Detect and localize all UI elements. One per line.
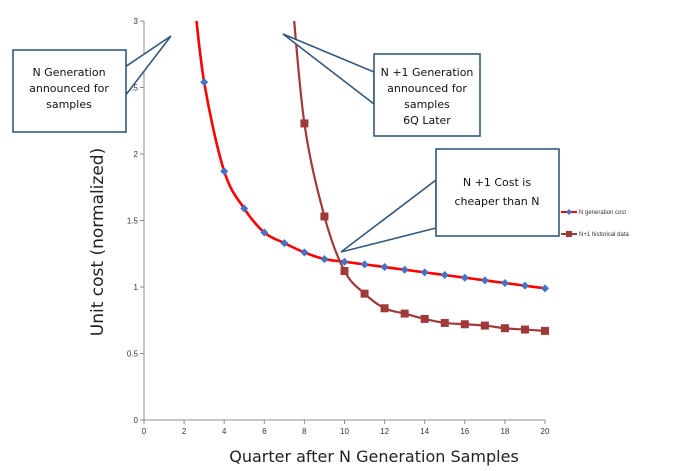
axes xyxy=(140,20,546,424)
legend-item-1: N generation cost xyxy=(561,209,626,216)
callout-text-line: 6Q Later xyxy=(403,114,451,127)
n-generation-point xyxy=(380,263,389,272)
n-generation-point xyxy=(360,260,369,269)
x-tick-label: 20 xyxy=(541,427,550,436)
callout-text-line: N +1 Cost is xyxy=(463,176,531,189)
n-generation-point xyxy=(400,265,409,274)
y-tick-label: 0 xyxy=(134,416,139,425)
n1-historical-point xyxy=(420,314,429,323)
callout-box-1: N Generation announced for samples xyxy=(12,35,172,133)
n-generation-point xyxy=(460,273,469,282)
callout-text-line: cheaper than N xyxy=(454,195,539,208)
callout-text-line: N +1 Generation xyxy=(381,66,474,79)
y-tick-label: 3 xyxy=(134,17,139,26)
y-tick-label: 2 xyxy=(134,150,139,159)
y-tick-label: 2.5 xyxy=(127,84,139,93)
callout-text-line: samples xyxy=(46,98,92,111)
n-generation-point xyxy=(300,248,309,257)
n1-historical-point xyxy=(440,318,449,327)
n-generation-point xyxy=(220,167,229,176)
n1-historical-point xyxy=(480,321,489,330)
x-tick-label: 4 xyxy=(222,427,227,436)
legend-label: N generation cost xyxy=(579,210,626,216)
n1-historical-point xyxy=(300,119,309,128)
n-generation-point xyxy=(500,279,509,288)
legend-item-2: N+1 historical data xyxy=(561,231,630,238)
legend: N generation cost N+1 historical data xyxy=(561,209,630,238)
n-generation-point xyxy=(200,78,209,87)
callout-pointer xyxy=(282,33,375,106)
x-tick-label: 8 xyxy=(302,427,307,436)
callout-text-line: N Generation xyxy=(32,66,105,79)
x-axis-title: Quarter after N Generation Samples xyxy=(229,447,519,466)
n-generation-point xyxy=(340,257,349,266)
legend-marker xyxy=(566,209,572,215)
n-generation-point xyxy=(240,204,249,213)
x-tick-label: 14 xyxy=(420,427,429,436)
callout-text-line: samples xyxy=(404,98,450,111)
n-generation-point xyxy=(480,276,489,285)
n1-historical-point xyxy=(380,304,389,313)
n-generation-point xyxy=(440,271,449,280)
x-tick-label: 2 xyxy=(182,427,187,436)
callout-box-3: N +1 Cost is cheaper than N xyxy=(340,148,560,253)
n1-historical-point xyxy=(520,325,529,334)
legend-marker xyxy=(566,231,572,237)
n-generation-point xyxy=(541,284,549,293)
y-tick-label: 1.5 xyxy=(127,217,139,226)
n-generation-point xyxy=(320,255,329,264)
callout-pointer xyxy=(124,35,172,99)
y-axis-title: Unit cost (normalized) xyxy=(88,148,108,336)
n1-historical-point xyxy=(400,309,409,318)
n-generation-point xyxy=(520,281,529,290)
legend-label: N+1 historical data xyxy=(579,232,630,238)
n1-historical-point xyxy=(360,289,369,298)
callout-text-line: announced for xyxy=(387,82,467,95)
series-markers xyxy=(200,78,549,335)
y-tick-label: 0.5 xyxy=(127,350,139,359)
x-tick-label: 12 xyxy=(380,427,389,436)
n-generation-point xyxy=(280,239,289,248)
x-tick-label: 6 xyxy=(262,427,267,436)
n1-historical-point xyxy=(541,326,549,335)
x-tick-label: 10 xyxy=(340,427,349,436)
y-tick-label: 1 xyxy=(134,283,139,292)
tick-labels: 0 0.5 1 1.5 2 2.5 3 0 2 4 6 8 10 12 14 16 18 20 xyxy=(127,17,550,436)
x-tick-label: 18 xyxy=(500,427,509,436)
x-tick-label: 0 xyxy=(142,427,147,436)
callout-text-line: announced for xyxy=(29,82,109,95)
n-generation-point xyxy=(420,268,429,277)
x-tick-label: 16 xyxy=(460,427,469,436)
n-generation-point xyxy=(260,228,269,237)
n1-historical-point xyxy=(500,324,509,333)
n1-historical-point xyxy=(340,267,349,276)
callout-box-2: N +1 Generation announced for samples 6Q La… xyxy=(282,33,481,137)
callout-pointer xyxy=(340,178,437,253)
n1-historical-point xyxy=(460,320,469,329)
n1-historical-point xyxy=(320,212,329,221)
